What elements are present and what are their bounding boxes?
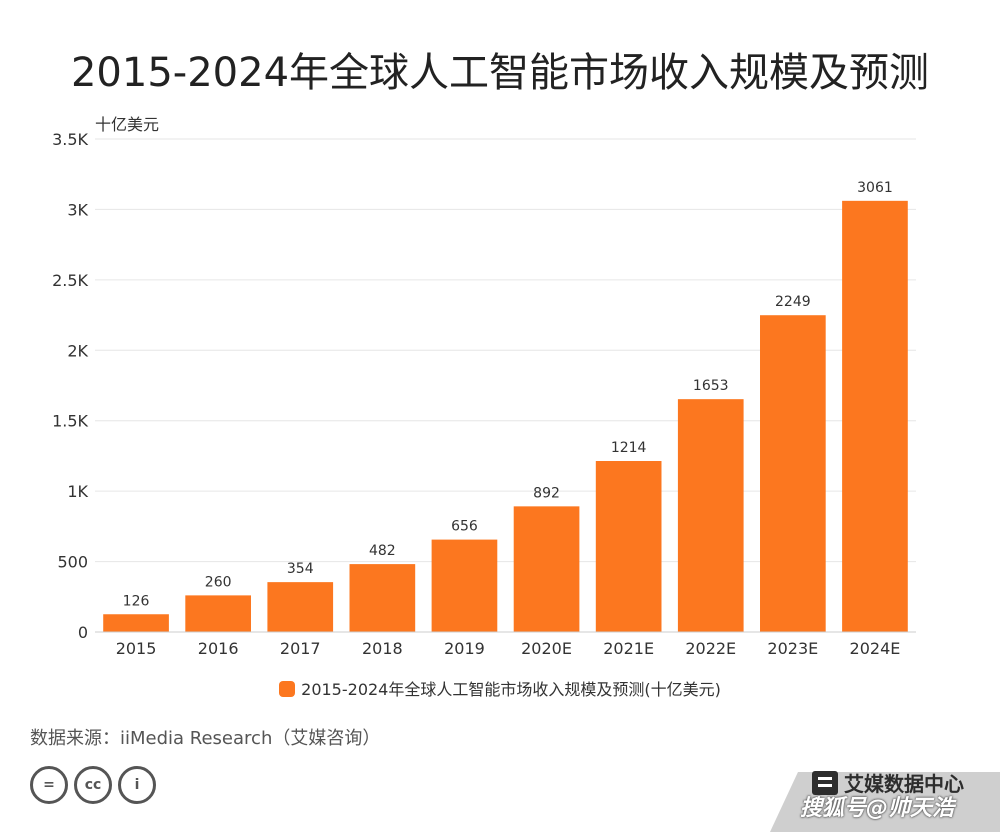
bar[interactable] bbox=[842, 200, 908, 632]
y-tick-label: 2K bbox=[67, 341, 88, 360]
bar[interactable] bbox=[267, 582, 334, 632]
x-tick-label: 2020E bbox=[521, 639, 572, 658]
data-label: 2249 bbox=[775, 294, 811, 310]
data-labels: 126 260 354 482 656 892 1214 1653 2249 3061 bbox=[123, 180, 893, 609]
brand-logo: 艾媒数据中心 bbox=[812, 768, 964, 797]
y-tick-label: 3K bbox=[67, 200, 88, 219]
y-tick-label: 2.5K bbox=[52, 271, 88, 290]
data-label: 482 bbox=[369, 543, 396, 559]
watermark: 搜狐号@帅天浩 bbox=[800, 796, 955, 821]
data-label: 1653 bbox=[693, 378, 729, 394]
x-tick-label: 2015 bbox=[116, 639, 157, 658]
legend-label: 2015-2024年全球人工智能市场收入规模及预测(十亿美元) bbox=[301, 680, 721, 699]
cc-equal-icon: = bbox=[30, 766, 68, 804]
cc-by-icon: i bbox=[118, 766, 156, 804]
chart-title: 2015-2024年全球人工智能市场收入规模及预测 bbox=[70, 50, 930, 96]
bar[interactable] bbox=[513, 506, 580, 632]
license-icons: = cc i bbox=[30, 766, 156, 804]
bar[interactable] bbox=[349, 564, 416, 632]
data-label: 3061 bbox=[857, 180, 893, 196]
bar[interactable] bbox=[760, 315, 826, 632]
legend[interactable]: 2015-2024年全球人工智能市场收入规模及预测(十亿美元) bbox=[0, 676, 1000, 700]
legend-swatch bbox=[279, 681, 296, 697]
brand-name: 艾媒数据中心 bbox=[844, 772, 964, 796]
x-tick-label: 2019 bbox=[444, 639, 485, 658]
x-axis-ticks: 2015 2016 2017 2018 2019 2020E 2021E 2022E 2023E… bbox=[116, 639, 901, 658]
bar[interactable] bbox=[185, 595, 251, 632]
data-label: 354 bbox=[287, 561, 314, 577]
bar[interactable] bbox=[595, 460, 662, 632]
x-tick-label: 2022E bbox=[685, 639, 736, 658]
y-tick-label: 0 bbox=[78, 623, 88, 642]
y-axis-ticks: 0 500 1K 1.5K 2K 2.5K 3K 3.5K bbox=[52, 130, 88, 642]
data-label: 656 bbox=[451, 519, 478, 535]
bars bbox=[103, 200, 908, 632]
x-tick-label: 2016 bbox=[198, 639, 239, 658]
data-label: 1214 bbox=[611, 440, 647, 456]
bar[interactable] bbox=[431, 539, 498, 632]
y-tick-label: 1K bbox=[67, 482, 88, 501]
cc-icon: cc bbox=[74, 766, 112, 804]
data-label: 126 bbox=[123, 593, 150, 609]
y-tick-label: 500 bbox=[57, 553, 88, 572]
data-label: 260 bbox=[205, 574, 232, 590]
x-tick-label: 2021E bbox=[603, 639, 654, 658]
y-tick-label: 1.5K bbox=[52, 412, 88, 431]
y-axis-unit-label: 十亿美元 bbox=[95, 115, 159, 134]
x-tick-label: 2024E bbox=[850, 639, 901, 658]
data-label: 892 bbox=[533, 485, 560, 501]
x-tick-label: 2018 bbox=[362, 639, 403, 658]
x-tick-label: 2023E bbox=[767, 639, 818, 658]
bar[interactable] bbox=[677, 399, 744, 632]
source-note: 数据来源：iiMedia Research（艾媒咨询） bbox=[30, 728, 381, 749]
y-tick-label: 3.5K bbox=[52, 130, 88, 149]
bar[interactable] bbox=[103, 614, 169, 632]
x-tick-label: 2017 bbox=[280, 639, 321, 658]
iimedia-logo-icon bbox=[812, 770, 838, 795]
